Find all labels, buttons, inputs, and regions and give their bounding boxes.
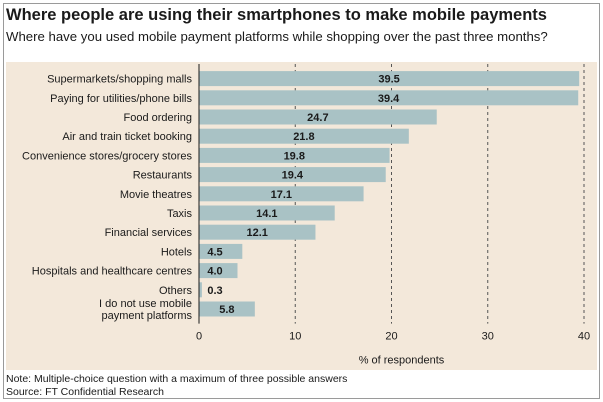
footnote: Note: Multiple-choice question with a ma… [6, 373, 348, 385]
bar [199, 90, 579, 106]
x-tick-label: 10 [289, 331, 301, 343]
category-label: I do not use mobile [99, 298, 192, 310]
bar [199, 147, 390, 163]
bar-value-label: 24.7 [307, 112, 328, 124]
bar [199, 167, 386, 183]
bar-value-label: 0.3 [207, 285, 222, 297]
bar-value-label: 5.8 [219, 304, 234, 316]
bar-value-label: 19.4 [282, 170, 304, 182]
category-label: Paying for utilities/phone bills [50, 93, 192, 105]
category-label: Hospitals and healthcare centres [32, 266, 193, 278]
category-label: Financial services [105, 227, 193, 239]
category-label: Movie theatres [120, 189, 193, 201]
category-label: Hotels [161, 246, 193, 258]
bar [199, 224, 316, 240]
category-label: Air and train ticket booking [62, 131, 192, 143]
x-axis-label: % of respondents [359, 355, 445, 367]
bar [199, 186, 364, 202]
chart-title: Where people are using their smartphones… [6, 6, 547, 24]
bar [199, 71, 580, 87]
bar [199, 205, 335, 221]
plot-area: 39.5 Supermarkets/shopping malls 39.4 Payin… [6, 62, 597, 370]
bar-value-label: 39.5 [378, 74, 399, 86]
bar-value-label: 4.5 [207, 246, 222, 258]
bar-value-label: 19.8 [284, 150, 305, 162]
bar-value-label: 12.1 [247, 227, 268, 239]
bar-value-label: 4.0 [207, 266, 222, 278]
bar-value-label: 21.8 [293, 131, 314, 143]
category-label: Convenience stores/grocery stores [22, 150, 192, 162]
bar [199, 109, 437, 125]
bar-value-label: 17.1 [271, 189, 292, 201]
bar-chart: 39.5 Supermarkets/shopping malls 39.4 Payin… [22, 64, 590, 367]
chart-frame [3, 3, 600, 399]
bar [199, 282, 202, 298]
category-label: Restaurants [133, 170, 193, 182]
category-label: payment platforms [102, 310, 193, 322]
category-label: Supermarkets/shopping malls [47, 74, 192, 86]
source-line: Source: FT Confidential Research [6, 386, 164, 398]
category-label: Taxis [167, 208, 193, 220]
x-tick-label: 40 [578, 331, 590, 343]
bar-value-label: 14.1 [256, 208, 277, 220]
x-tick-label: 0 [196, 331, 202, 343]
bar [199, 128, 409, 144]
category-label: Others [159, 285, 193, 297]
bar-value-label: 39.4 [378, 93, 400, 105]
bar [199, 301, 255, 317]
x-tick-label: 20 [385, 331, 397, 343]
x-tick-label: 30 [482, 331, 494, 343]
bar [199, 243, 243, 259]
bar [199, 263, 238, 279]
category-label: Food ordering [124, 112, 193, 124]
chart-subtitle: Where have you used mobile payment platf… [6, 29, 548, 44]
